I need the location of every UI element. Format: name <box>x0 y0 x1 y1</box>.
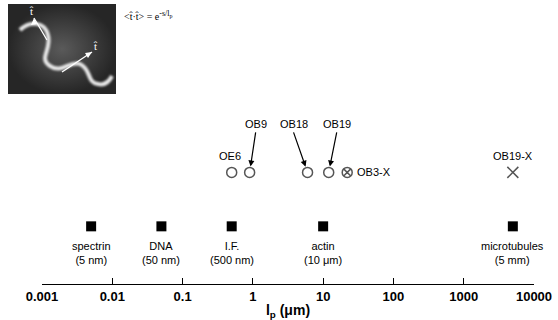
svg-text:OB9: OB9 <box>245 118 267 130</box>
svg-text:OB3-X: OB3-X <box>357 166 391 178</box>
svg-text:microtubules(5 mm): microtubules(5 mm) <box>481 240 544 266</box>
svg-text:100: 100 <box>383 289 405 304</box>
svg-text:0.001: 0.001 <box>26 289 59 304</box>
svg-text:0.01: 0.01 <box>100 289 125 304</box>
svg-text:10000: 10000 <box>516 289 552 304</box>
svg-text:l​p​ (μm): l​p​ (μm) <box>266 302 310 320</box>
svg-text:t̂: t̂ <box>93 40 97 52</box>
svg-text:OB18: OB18 <box>280 118 308 130</box>
svg-text:1: 1 <box>249 289 256 304</box>
svg-text:10: 10 <box>316 289 330 304</box>
svg-text:spectrin(5 nm): spectrin(5 nm) <box>72 240 111 266</box>
svg-text:t̂: t̂ <box>29 5 33 17</box>
svg-text:DNA(50 nm): DNA(50 nm) <box>142 240 180 266</box>
svg-text:1000: 1000 <box>449 289 478 304</box>
svg-text:OB19: OB19 <box>323 118 351 130</box>
svg-text:OE6: OE6 <box>219 150 241 162</box>
svg-text:0.1: 0.1 <box>174 289 192 304</box>
svg-text:actin(10 μm): actin(10 μm) <box>304 240 342 266</box>
svg-text:I.F.(500 nm): I.F.(500 nm) <box>210 240 254 266</box>
svg-text:<t̂·t̂> = e-s/lp: <t̂·t̂> = e-s/lp <box>124 9 172 22</box>
svg-text:OB19-X: OB19-X <box>493 150 533 162</box>
